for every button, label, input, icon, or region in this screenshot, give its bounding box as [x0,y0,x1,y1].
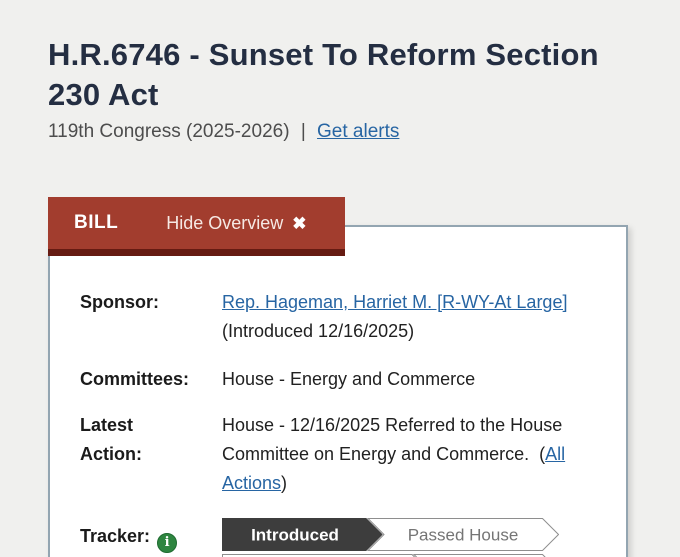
tracker-step-passed-house-label[interactable]: Passed House [408,526,519,545]
committees-value: House - Energy and Commerce [222,369,476,389]
overview-panel: BILL Hide Overview ✖ Sponsor: Rep. Hagem… [48,197,628,557]
overview-body: Sponsor: Rep. Hageman, Harriet M. [R-WY-… [48,225,628,557]
tracker-step-next-row-2[interactable] [412,554,559,557]
all-actions-suffix: ) [281,473,288,493]
close-icon: ✖ [292,213,307,233]
latest-action-row: Latest Action: House - 12/16/2025 Referr… [80,411,608,498]
all-actions-prefix: ( [529,444,546,464]
committees-row: Committees: House - Energy and Commerce [80,365,608,394]
info-icon[interactable]: i [157,533,178,553]
sponsor-row: Sponsor: Rep. Hageman, Harriet M. [R-WY-… [80,288,608,346]
sponsor-label: Sponsor: [80,292,159,312]
tracker-row: Tracker: i Introduced Passed House [80,518,608,557]
all-actions-link[interactable]: All Actions [222,444,566,493]
latest-action-value: House - 12/16/2025 Referred to the House… [222,411,590,498]
latest-action-text: House - 12/16/2025 Referred to the House… [222,415,563,464]
tracker-label-cell: Tracker: i [80,522,222,553]
tracker-steps: Introduced Passed House [222,518,590,557]
separator: | [300,121,306,142]
tracker-step-introduced[interactable] [222,518,383,551]
tracker-step-passed-house[interactable] [366,518,559,551]
sponsor-link[interactable]: Rep. Hageman, Harriet M. [R-WY-At Large] [222,292,568,312]
tracker-label: Tracker: [80,526,151,546]
bill-tab[interactable]: BILL Hide Overview ✖ [48,197,345,256]
hide-overview-button[interactable]: Hide Overview ✖ [166,213,306,234]
sponsor-introduced-text: (Introduced 12/16/2025) [222,321,415,341]
page-title: H.R.6746 - Sunset To Reform Section 230 … [48,37,599,112]
tracker-step-introduced-label[interactable]: Introduced [251,526,339,545]
tracker-progress-graphic: Introduced Passed House [222,518,559,557]
committees-label: Committees: [80,369,190,389]
sponsor-value: Rep. Hageman, Harriet M. [R-WY-At Large]… [222,288,590,346]
latest-action-label: Latest Action: [80,415,142,464]
get-alerts-link[interactable]: Get alerts [317,121,400,142]
tracker-step-next-row-1[interactable] [222,554,429,557]
congress-label: 119th Congress (2025-2026) [48,121,290,142]
congress-line: 119th Congress (2025-2026) | Get alerts [48,119,680,145]
hide-overview-label: Hide Overview [166,212,284,233]
bill-tab-label: BILL [74,212,119,233]
